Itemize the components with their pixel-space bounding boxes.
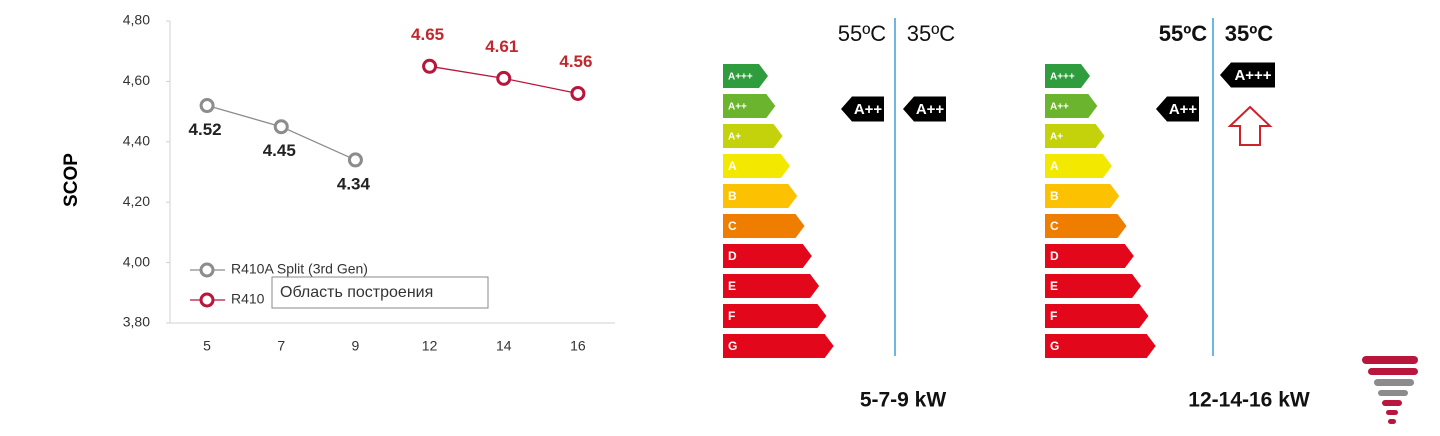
logo-stripe	[1378, 390, 1408, 396]
energy-class-label: C	[1050, 219, 1059, 233]
energy-class-label: A	[1050, 159, 1059, 173]
x-tick-label: 9	[352, 338, 360, 354]
y-tick-label: 4,60	[123, 72, 150, 88]
x-tick-label: 16	[570, 338, 586, 354]
energy-class-bar	[1045, 124, 1105, 148]
logo-stripe	[1368, 368, 1418, 375]
point	[496, 70, 512, 86]
energy-class-bar	[723, 184, 798, 208]
rating-label: A++	[854, 101, 883, 118]
temperature-header: 35ºC	[1225, 21, 1274, 46]
energy-class-bar	[1045, 184, 1120, 208]
energy-class-bar	[723, 274, 820, 298]
energy-class-label: A+++	[1050, 72, 1075, 83]
panel-title: 12-14-16 kW	[1188, 389, 1310, 412]
y-tick-label: 4,20	[123, 193, 150, 209]
energy-class-bar	[1045, 214, 1127, 238]
energy-class-bar	[723, 124, 783, 148]
point	[273, 119, 289, 135]
x-tick-label: 12	[422, 338, 438, 354]
legend-label: R410A Split (3rd Gen)	[231, 261, 368, 277]
energy-class-label: A+	[1050, 132, 1063, 143]
energy-class-bar	[1045, 64, 1090, 88]
point	[422, 58, 438, 74]
rating-marker	[841, 96, 884, 122]
logo-stripe	[1382, 400, 1402, 406]
energy-class-bar	[723, 154, 790, 178]
energy-class-bar	[723, 94, 776, 118]
data-label: 4.61	[485, 37, 518, 56]
energy-class-label: F	[1050, 309, 1057, 323]
point	[570, 85, 586, 101]
energy-class-label: F	[728, 309, 735, 323]
rating-marker	[1156, 96, 1199, 122]
rating-label: A++	[1169, 101, 1198, 118]
energy-class-bar	[1045, 274, 1142, 298]
energy-class-bar	[723, 64, 768, 88]
y-tick-label: 4,80	[123, 12, 150, 28]
energy-class-label: E	[728, 279, 736, 293]
energy-class-bar	[1045, 244, 1134, 268]
energy-class-bar	[723, 214, 805, 238]
tooltip-box	[271, 276, 489, 309]
logo	[1362, 356, 1418, 424]
energy-class-label: D	[1050, 249, 1059, 263]
data-label: 4.34	[337, 174, 371, 193]
panel-title: 5-7-9 kW	[860, 389, 947, 412]
energy-class-bar	[723, 244, 812, 268]
energy-class-label: B	[728, 189, 737, 203]
temperature-header: 55ºC	[838, 21, 887, 46]
data-label: 4.56	[559, 52, 592, 71]
energy-class-label: G	[1050, 339, 1059, 353]
energy-class-bar	[1045, 334, 1156, 358]
x-tick-label: 5	[203, 338, 211, 354]
logo-stripe	[1362, 356, 1418, 364]
point	[347, 152, 363, 168]
logo-stripe	[1388, 419, 1396, 424]
y-tick-label: 3,80	[123, 314, 150, 330]
energy-class-label: A+++	[728, 72, 753, 83]
energy-class-label: D	[728, 249, 737, 263]
rating-label: A++	[916, 101, 945, 118]
energy-class-label: C	[728, 219, 737, 233]
energy-class-label: G	[728, 339, 737, 353]
energy-class-bar	[1045, 304, 1149, 328]
tooltip-text: Область построения	[280, 284, 433, 301]
legend-marker	[199, 262, 215, 278]
energy-class-bar	[1045, 154, 1112, 178]
legend-label: R410	[231, 291, 265, 307]
energy-class-bar	[723, 304, 827, 328]
data-label: 4.52	[189, 120, 222, 139]
energy-class-label: A++	[728, 102, 747, 113]
energy-class-label: A	[728, 159, 737, 173]
energy-class-bar	[723, 334, 834, 358]
y-tick-label: 4,00	[123, 253, 150, 269]
y-axis-label: SCOP	[61, 153, 82, 207]
y-tick-label: 4,40	[123, 133, 150, 149]
x-tick-label: 7	[277, 338, 285, 354]
data-label: 4.65	[411, 25, 444, 44]
energy-class-bar	[1045, 94, 1098, 118]
point	[199, 98, 215, 114]
energy-class-label: E	[1050, 279, 1058, 293]
temperature-header: 35ºC	[907, 21, 956, 46]
upgrade-arrow	[1227, 105, 1273, 146]
x-tick-label: 14	[496, 338, 512, 354]
rating-marker	[1220, 62, 1275, 88]
rating-label: A+++	[1234, 67, 1271, 84]
legend-marker	[199, 292, 215, 308]
rating-marker	[903, 96, 946, 122]
logo-stripe	[1374, 379, 1414, 386]
logo-stripe	[1386, 410, 1398, 415]
data-label: 4.45	[263, 141, 296, 160]
energy-class-label: A++	[1050, 102, 1069, 113]
energy-class-label: A+	[728, 132, 741, 143]
temperature-header: 55ºC	[1159, 21, 1208, 46]
energy-class-label: B	[1050, 189, 1059, 203]
